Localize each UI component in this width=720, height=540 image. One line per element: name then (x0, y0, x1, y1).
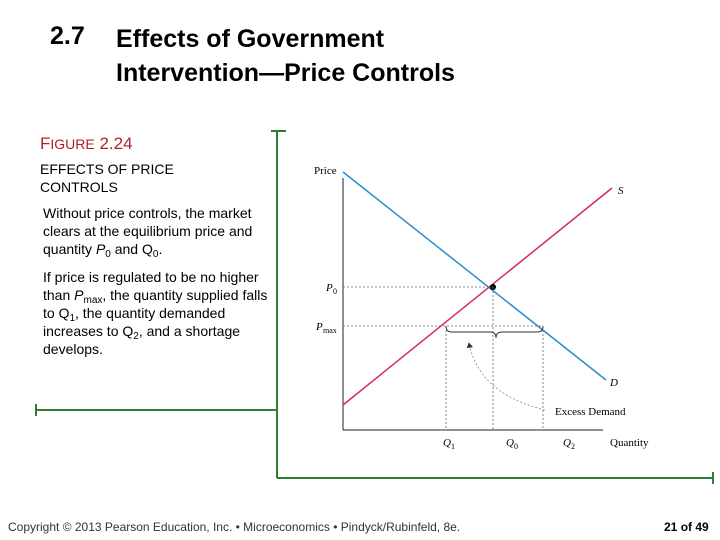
para1-p-sub: 0 (105, 249, 111, 260)
figure-label-word: IGURE (50, 136, 95, 152)
para1-text-a: Without price controls, the market clear… (43, 205, 253, 257)
q2-label: Q (563, 437, 571, 449)
figure-subtitle-line-2: CONTROLS (40, 179, 118, 195)
para2-p-sub: max (83, 295, 103, 306)
para1-text-b: and Q (110, 241, 153, 257)
para2-text-d: , and a shortage develops. (43, 323, 241, 357)
paragraph-price-control: If price is regulated to be no higher th… (43, 268, 275, 358)
page-title: Effects of Government Intervention—Price… (116, 22, 636, 90)
para2-p: P (74, 287, 84, 303)
para1-q-sub: 0 (152, 249, 159, 260)
para2-text-b: , the quantity supplied falls to Q (43, 287, 268, 321)
excess-demand-label: Excess Demand (555, 406, 626, 418)
x-axis-label: Quantity (610, 437, 649, 449)
page-number: 21 of 49 (664, 520, 709, 534)
q2-sub: 2 (571, 442, 575, 451)
excess-demand-arrow (466, 342, 546, 411)
title-line-2: Intervention—Price Controls (116, 59, 455, 87)
figure-subtitle-line-1: EFFECTS OF PRICE (40, 161, 174, 177)
page-of: of (680, 520, 693, 534)
y-axis-label: Price (314, 165, 337, 177)
q0-sub: 0 (514, 442, 518, 451)
supply-label: S (618, 185, 624, 197)
figure-label-number: 2.24 (99, 134, 133, 153)
figure-subtitle: EFFECTS OF PRICE CONTROLS (40, 160, 240, 196)
supply-curve (342, 187, 613, 406)
pmax-label: P (315, 321, 323, 333)
section-number: 2.7 (50, 22, 85, 50)
para1-p: P (95, 241, 106, 257)
p0-sub: 0 (333, 287, 337, 296)
demand-label: D (609, 377, 618, 389)
q1-sub: 1 (451, 442, 455, 451)
pmax-sub: max (323, 326, 337, 335)
figure-label-initial: F (40, 134, 51, 153)
demand-curve (342, 171, 607, 381)
paragraph-equilibrium: Without price controls, the market clear… (43, 204, 275, 260)
para2-text-c: , the quantity demanded increases to Q (43, 305, 226, 339)
page-current: 21 (664, 520, 678, 534)
excess-demand-bracket (445, 325, 544, 339)
para2-q2-sub: 2 (133, 331, 139, 342)
q0-label: Q (506, 437, 514, 449)
figure-label: FIGURE 2.24 (40, 134, 133, 154)
copyright-footer: Copyright © 2013 Pearson Education, Inc.… (8, 520, 461, 534)
q1-label: Q (443, 437, 451, 449)
page-total: 49 (695, 520, 709, 534)
para1-text-c: . (158, 241, 163, 257)
p0-label: P (325, 282, 333, 294)
para2-q1-sub: 1 (69, 313, 76, 324)
title-line-1: Effects of Government (116, 25, 385, 53)
para2-text-a: If price is regulated to be no higher th… (43, 269, 259, 303)
